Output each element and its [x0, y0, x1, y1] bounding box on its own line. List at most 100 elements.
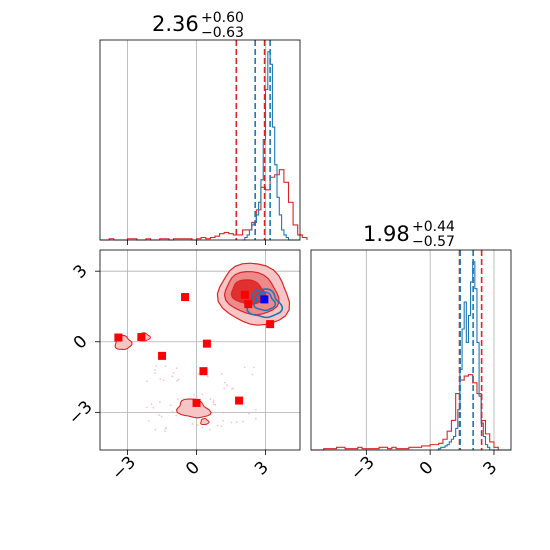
- joint-faint-sample: [201, 393, 204, 396]
- joint-faint-sample: [212, 399, 215, 402]
- marginal-1-panel: [99, 39, 308, 245]
- joint-faint-sample: [158, 401, 161, 403]
- joint-faint-sample: [177, 398, 180, 400]
- joint-ytick-label-2: 3: [70, 261, 92, 283]
- joint-red-point: [137, 333, 146, 342]
- joint-faint-sample: [169, 404, 172, 407]
- marginal-1-hist-series-1: [242, 51, 300, 241]
- joint-faint-sample: [223, 387, 226, 390]
- joint-faint-sample: [253, 366, 255, 369]
- joint-faint-sample: [232, 387, 235, 390]
- marginal-1-title-upper: +0.60: [201, 10, 244, 26]
- joint-faint-sample: [222, 419, 225, 422]
- marginal-1-title-lower: −0.63: [201, 25, 244, 41]
- joint-faint-sample: [171, 410, 174, 413]
- joint-faint-sample: [222, 411, 225, 414]
- joint-red-point: [192, 398, 201, 407]
- marginal-1-quantile-lines: [235, 40, 271, 240]
- joint-faint-sample: [242, 420, 244, 423]
- joint-faint-sample: [193, 394, 196, 396]
- marginal-1-hist-series-0: [100, 169, 308, 241]
- joint-faint-sample: [195, 375, 198, 377]
- marginal-1-histograms: [100, 51, 308, 241]
- marginal-1-ticks: [127, 240, 266, 245]
- marginal-2-xtick-label-1: 0: [416, 458, 438, 480]
- joint-red-point: [181, 293, 190, 302]
- marginal-1-title-value: 2.36: [152, 12, 199, 36]
- marginal-1-title: 2.36 +0.60 −0.63: [152, 10, 244, 41]
- marginal-2-title-value: 1.98: [363, 222, 410, 246]
- joint-red-contour-island-4: [200, 417, 210, 426]
- joint-faint-sample: [243, 366, 246, 369]
- joint-faint-sample: [254, 417, 257, 420]
- marginal-2-quantile-lines: [458, 250, 483, 450]
- joint-faint-sample: [175, 367, 178, 370]
- joint-faint-sample: [196, 424, 199, 427]
- joint-faint-sample: [220, 425, 223, 428]
- marginal-2-panel: −3 0 3: [310, 249, 512, 484]
- joint-faint-sample: [176, 379, 178, 382]
- joint-faint-sample: [201, 426, 204, 429]
- joint-faint-sample: [163, 430, 166, 433]
- joint-faint-sample: [175, 414, 178, 417]
- joint-faint-samples: [145, 365, 257, 433]
- joint-faint-sample: [254, 408, 257, 411]
- joint-faint-sample: [164, 427, 167, 430]
- joint-red-point: [235, 396, 244, 405]
- joint-points: [114, 290, 275, 407]
- joint-faint-sample: [162, 379, 165, 382]
- joint-faint-sample: [216, 424, 219, 427]
- joint-faint-sample: [235, 421, 238, 424]
- joint-contours: [114, 262, 291, 426]
- joint-faint-sample: [160, 415, 163, 418]
- joint-faint-sample: [154, 372, 156, 375]
- joint-xtick-label-1: 0: [182, 458, 204, 480]
- joint-red-point: [244, 300, 253, 309]
- joint-faint-sample: [154, 428, 157, 431]
- joint-faint-sample: [150, 403, 153, 405]
- joint-faint-sample: [212, 401, 215, 404]
- joint-faint-sample: [230, 421, 233, 424]
- marginal-2-grid: [365, 250, 495, 450]
- joint-red-point: [199, 367, 208, 376]
- marginal-2-ticks: −3 0 3: [347, 450, 501, 484]
- joint-faint-sample: [147, 420, 150, 422]
- joint-faint-sample: [209, 398, 212, 400]
- marginal-1-frame: [99, 39, 301, 241]
- marginal-2-frame: [310, 249, 512, 451]
- joint-faint-sample: [197, 372, 200, 375]
- joint-faint-sample: [214, 403, 217, 406]
- joint-faint-sample: [164, 365, 167, 368]
- joint-xtick-label-0: −3: [108, 453, 140, 485]
- joint-faint-sample: [220, 372, 223, 375]
- joint-faint-sample: [191, 423, 194, 425]
- marginal-2-xtick-label-2: 3: [480, 458, 502, 480]
- marginal-2-xtick-label-0: −3: [347, 453, 379, 485]
- joint-faint-sample: [248, 412, 250, 415]
- joint-blue-point: [260, 295, 269, 304]
- joint-ytick-label-1: 0: [70, 332, 92, 354]
- joint-faint-sample: [212, 403, 215, 406]
- joint-red-point: [202, 339, 211, 348]
- joint-faint-sample: [251, 373, 254, 376]
- joint-faint-sample: [146, 380, 148, 383]
- marginal-2-title-upper: +0.44: [412, 219, 455, 235]
- joint-faint-sample: [208, 428, 211, 431]
- joint-faint-sample: [154, 369, 157, 372]
- marginal-2-title-lower: −0.57: [412, 234, 455, 250]
- joint-faint-sample: [230, 388, 233, 390]
- joint-faint-sample: [145, 406, 148, 409]
- joint-faint-sample: [158, 414, 161, 417]
- joint-faint-sample: [223, 381, 226, 384]
- joint-red-contour-island-1: [175, 398, 212, 419]
- joint-red-point: [114, 333, 123, 342]
- marginal-2-title: 1.98 +0.44 −0.57: [363, 219, 455, 250]
- joint-red-point: [240, 290, 249, 299]
- marginal-1-grid: [127, 40, 266, 240]
- joint-ytick-label-0: −3: [65, 397, 97, 429]
- joint-faint-sample: [172, 372, 175, 374]
- joint-faint-sample: [152, 406, 155, 409]
- joint-faint-sample: [155, 365, 158, 367]
- joint-red-point: [266, 320, 275, 329]
